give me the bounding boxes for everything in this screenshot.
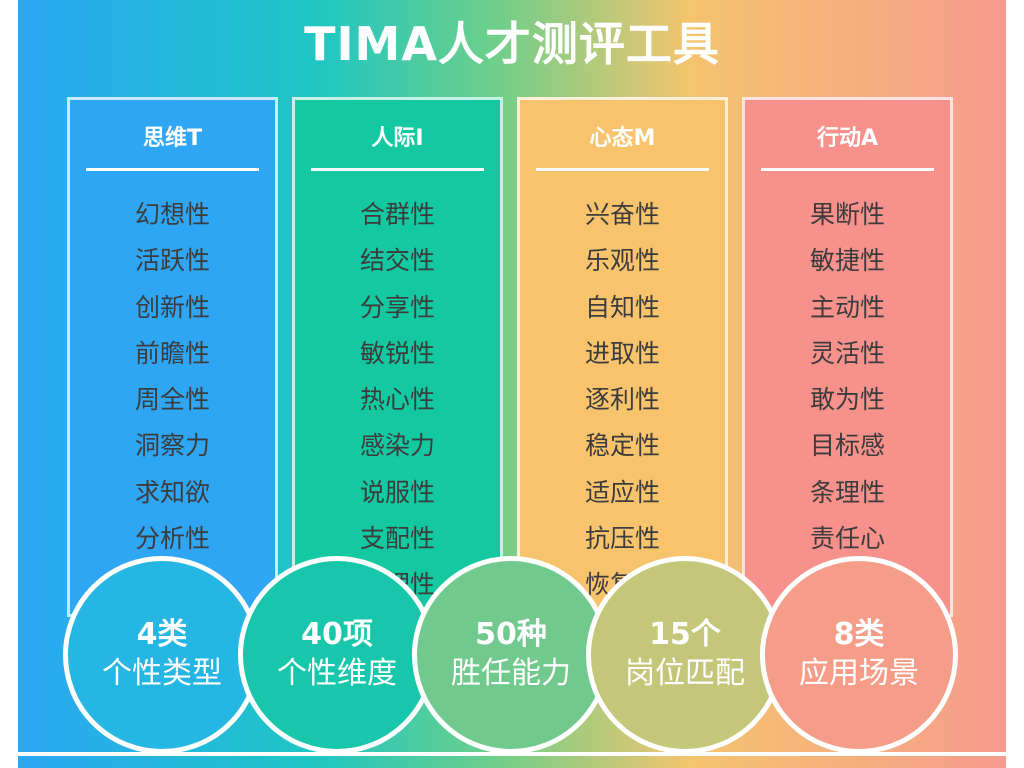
stat-number: 40项 xyxy=(301,617,373,652)
bottom-stripe xyxy=(18,752,1006,756)
trait-item: 分享性 xyxy=(359,292,435,322)
stat-circle-competencies: 50种 胜任能力 xyxy=(412,556,610,754)
trait-item: 敏锐性 xyxy=(359,338,435,368)
trait-item: 稳定性 xyxy=(584,431,660,461)
trait-item: 自知性 xyxy=(584,292,660,322)
trait-item: 条理性 xyxy=(809,477,885,507)
trait-item: 活跃性 xyxy=(134,246,210,276)
stat-circle-job-matching: 15个 岗位匹配 xyxy=(586,556,784,754)
card-divider xyxy=(761,168,934,171)
trait-item: 分析性 xyxy=(134,524,210,554)
stat-circle-scenarios: 8类 应用场景 xyxy=(760,556,958,754)
stat-number: 8类 xyxy=(833,617,885,652)
card-action: 行动A 果断性 敏捷性 主动性 灵活性 敢为性 目标感 条理性 责任心 xyxy=(742,97,953,617)
stat-circle-personality-dimensions: 40项 个性维度 xyxy=(238,556,436,754)
trait-item: 目标感 xyxy=(809,431,885,461)
trait-list: 合群性 结交性 分享性 敏锐性 热心性 感染力 说服性 支配性 同理性 xyxy=(295,192,500,609)
trait-item: 进取性 xyxy=(584,338,660,368)
card-divider xyxy=(311,168,484,171)
card-divider xyxy=(86,168,259,171)
card-header: 思维T xyxy=(142,126,202,151)
trait-list: 幻想性 活跃性 创新性 前瞻性 周全性 洞察力 求知欲 分析性 xyxy=(70,192,275,609)
stat-circle-personality-types: 4类 个性类型 xyxy=(63,556,261,754)
trait-item: 洞察力 xyxy=(134,431,210,461)
trait-item: 周全性 xyxy=(134,385,210,415)
trait-item: 适应性 xyxy=(584,477,660,507)
stat-label: 岗位匹配 xyxy=(625,656,745,691)
trait-list: 果断性 敏捷性 主动性 灵活性 敢为性 目标感 条理性 责任心 xyxy=(745,192,950,609)
trait-item: 乐观性 xyxy=(584,246,660,276)
trait-list: 兴奋性 乐观性 自知性 进取性 逐利性 稳定性 适应性 抗压性 恢复性 xyxy=(520,192,725,609)
trait-item: 创新性 xyxy=(134,292,210,322)
stat-number: 50种 xyxy=(475,617,547,652)
stat-number: 15个 xyxy=(649,617,721,652)
trait-item: 敏捷性 xyxy=(809,246,885,276)
card-header: 人际I xyxy=(371,126,424,151)
trait-item: 热心性 xyxy=(359,385,435,415)
card-mindset: 心态M 兴奋性 乐观性 自知性 进取性 逐利性 稳定性 适应性 抗压性 恢复性 xyxy=(517,97,728,617)
trait-item: 敢为性 xyxy=(809,385,885,415)
trait-item: 合群性 xyxy=(359,200,435,229)
trait-item: 幻想性 xyxy=(134,200,210,229)
trait-item: 求知欲 xyxy=(134,477,210,507)
stat-label: 应用场景 xyxy=(799,656,919,691)
card-divider xyxy=(536,168,709,171)
stat-label: 个性维度 xyxy=(277,656,397,691)
trait-item: 果断性 xyxy=(809,200,885,229)
card-interpersonal: 人际I 合群性 结交性 分享性 敏锐性 热心性 感染力 说服性 支配性 同理性 xyxy=(292,97,503,617)
trait-item: 兴奋性 xyxy=(584,200,660,229)
trait-item: 说服性 xyxy=(359,477,435,507)
card-thinking: 思维T 幻想性 活跃性 创新性 前瞻性 周全性 洞察力 求知欲 分析性 xyxy=(67,97,278,617)
stat-label: 个性类型 xyxy=(102,656,222,691)
trait-item: 前瞻性 xyxy=(134,338,210,368)
trait-item: 责任心 xyxy=(809,524,885,554)
trait-item: 感染力 xyxy=(359,431,435,461)
trait-item: 结交性 xyxy=(359,246,435,276)
trait-item: 逐利性 xyxy=(584,385,660,415)
card-header: 心态M xyxy=(589,126,656,151)
card-header: 行动A xyxy=(816,126,879,151)
trait-item: 抗压性 xyxy=(584,524,660,554)
trait-item: 主动性 xyxy=(809,292,885,322)
trait-item: 灵活性 xyxy=(809,338,885,368)
page-title: TIMA人才测评工具 xyxy=(304,17,720,71)
trait-item: 支配性 xyxy=(359,524,435,554)
stat-number: 4类 xyxy=(136,617,188,652)
stat-label: 胜任能力 xyxy=(451,656,571,691)
